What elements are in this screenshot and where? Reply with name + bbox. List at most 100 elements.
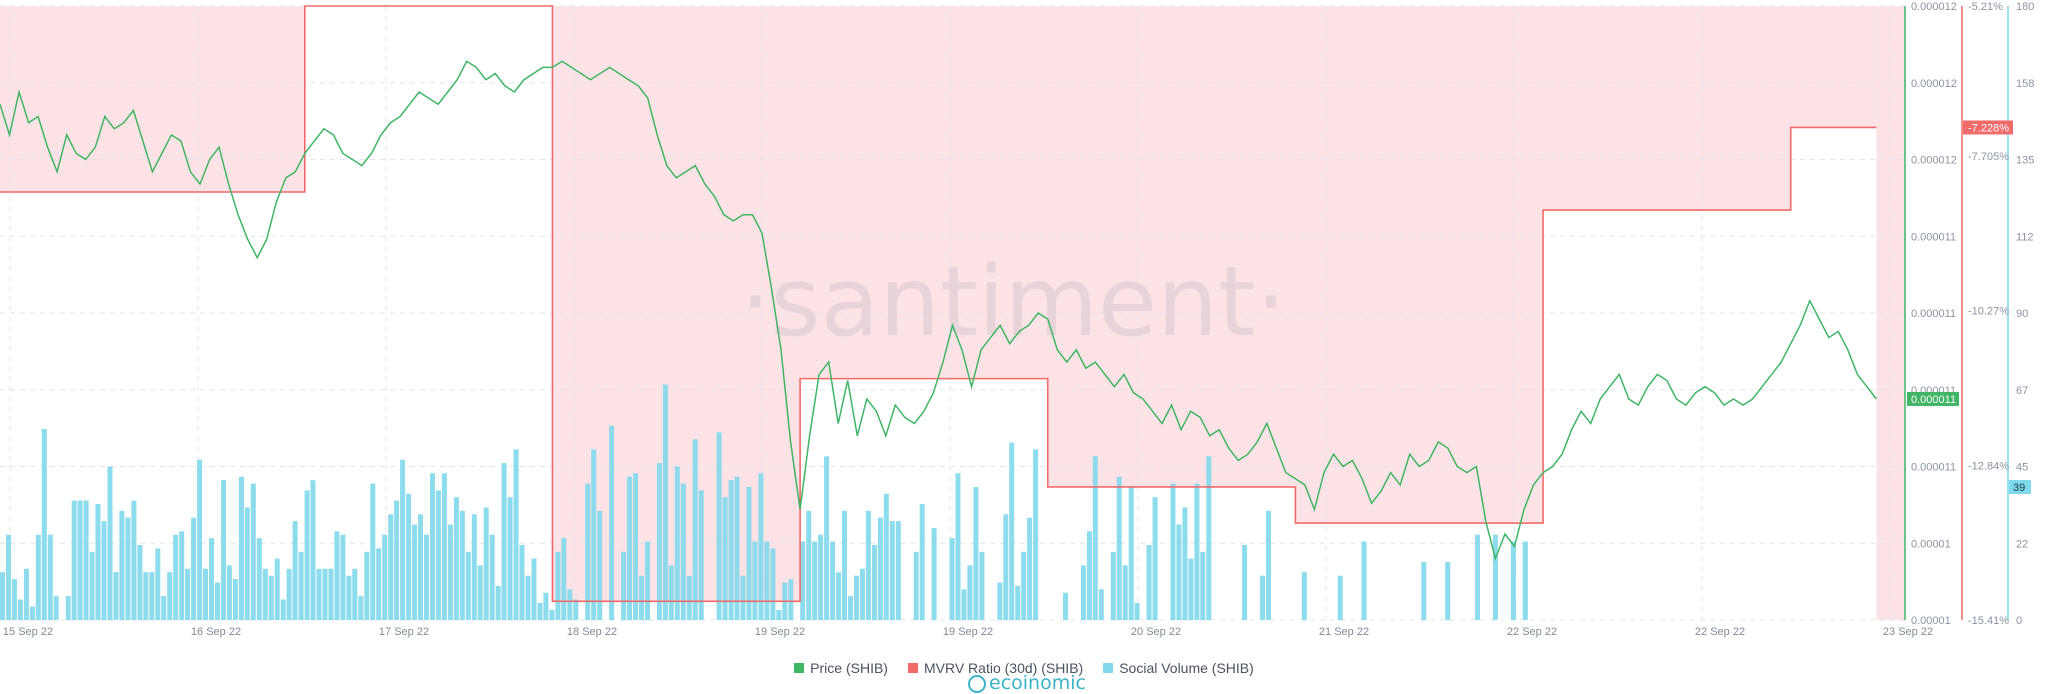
volume-bar bbox=[597, 510, 603, 620]
volume-bar bbox=[997, 582, 1003, 620]
volume-bar bbox=[633, 473, 638, 620]
mvrv-tick: -5.21% bbox=[1968, 1, 2003, 13]
volume-bar bbox=[1200, 551, 1206, 620]
volume-bar bbox=[591, 449, 597, 620]
price-current-tag bbox=[1907, 391, 1959, 406]
mvrv-current-tag bbox=[1963, 120, 2013, 135]
volume-bar bbox=[1301, 572, 1307, 620]
volume-bar bbox=[621, 551, 627, 620]
volume-bar bbox=[280, 599, 286, 620]
volume-bar bbox=[483, 507, 489, 620]
social-tick: 22 bbox=[2016, 538, 2028, 550]
volume-bar bbox=[1116, 476, 1122, 620]
volume-bar bbox=[1475, 534, 1480, 620]
volume-bar bbox=[238, 476, 244, 620]
social-volume-bars bbox=[0, 384, 1528, 620]
legend-swatch bbox=[907, 663, 918, 673]
volume-bar bbox=[274, 558, 280, 620]
volume-bar bbox=[573, 599, 579, 620]
volume-bar bbox=[639, 575, 644, 620]
volume-bar bbox=[949, 538, 955, 620]
volume-bar bbox=[471, 514, 477, 620]
volume-bar bbox=[525, 575, 531, 620]
volume-bar bbox=[1080, 565, 1086, 620]
credit-logo: ecoinomic bbox=[968, 672, 1086, 694]
volume-bar bbox=[686, 575, 692, 620]
volume-bar bbox=[716, 432, 722, 620]
volume-bar bbox=[1086, 531, 1092, 620]
volume-bar bbox=[298, 551, 304, 620]
volume-bar bbox=[543, 592, 549, 620]
volume-bar bbox=[674, 466, 680, 620]
legend-item[interactable]: Price (SHIB) bbox=[794, 660, 888, 676]
volume-bar bbox=[1134, 602, 1140, 620]
volume-bar bbox=[35, 534, 41, 620]
volume-bar bbox=[1098, 589, 1104, 620]
volume-bar bbox=[71, 500, 77, 620]
x-tick: 19 Sep 22 bbox=[755, 626, 805, 638]
volume-bar bbox=[1152, 497, 1158, 620]
volume-bar bbox=[424, 534, 429, 620]
x-tick: 15 Sep 22 bbox=[3, 626, 53, 638]
volume-bar bbox=[29, 606, 35, 620]
volume-bar bbox=[453, 497, 459, 620]
volume-bar bbox=[203, 568, 208, 620]
volume-bar bbox=[322, 568, 328, 620]
volume-bar bbox=[836, 572, 842, 620]
volume-bar bbox=[955, 473, 961, 620]
volume-bar bbox=[83, 500, 89, 620]
volume-bar bbox=[1266, 510, 1271, 620]
price-tick: 0.000011 bbox=[1911, 231, 1956, 243]
volume-bar bbox=[1033, 449, 1039, 620]
volume-bar bbox=[465, 551, 471, 620]
volume-bar bbox=[149, 572, 155, 620]
volume-bar bbox=[459, 510, 465, 620]
volume-bar bbox=[41, 429, 47, 620]
volume-bar bbox=[334, 531, 340, 620]
volume-bar bbox=[1188, 558, 1194, 620]
volume-bar bbox=[328, 568, 334, 620]
price-tick: 0.00001 bbox=[1911, 615, 1951, 627]
volume-bar bbox=[806, 510, 812, 620]
volume-bar bbox=[441, 473, 447, 620]
volume-bar bbox=[221, 480, 226, 620]
legend-item[interactable]: Social Volume (SHIB) bbox=[1103, 660, 1254, 676]
social-tick: 135 bbox=[2016, 155, 2034, 167]
volume-bar bbox=[770, 548, 776, 620]
volume-bar bbox=[477, 565, 483, 620]
volume-bar bbox=[65, 596, 71, 620]
volume-bar bbox=[412, 524, 418, 620]
mvrv-line bbox=[0, 5, 1877, 603]
volume-bar bbox=[1027, 517, 1033, 620]
volume-bar bbox=[776, 609, 782, 620]
volume-bar bbox=[400, 459, 406, 620]
volume-bar bbox=[119, 510, 125, 620]
social-current-tag bbox=[2009, 479, 2031, 494]
volume-bar bbox=[406, 493, 412, 620]
volume-bar bbox=[101, 521, 107, 620]
volume-bar bbox=[185, 568, 191, 620]
volume-bar bbox=[728, 480, 734, 620]
volume-bar bbox=[179, 531, 185, 620]
volume-bar bbox=[11, 579, 17, 620]
volume-bar bbox=[734, 476, 740, 620]
legend-item[interactable]: MVRV Ratio (30d) (SHIB) bbox=[907, 660, 1083, 676]
volume-bar bbox=[1206, 456, 1212, 620]
volume-bar bbox=[973, 487, 979, 620]
social-tick: 67 bbox=[2016, 385, 2028, 397]
volume-bar bbox=[388, 514, 394, 620]
volume-bar bbox=[131, 500, 137, 620]
volume-bar bbox=[842, 510, 847, 620]
volume-bar bbox=[752, 541, 758, 620]
volume-bar bbox=[1445, 562, 1451, 620]
volume-bar bbox=[364, 551, 370, 620]
volume-bar bbox=[382, 534, 388, 620]
volume-bar bbox=[53, 596, 59, 620]
x-tick: 21 Sep 22 bbox=[1319, 626, 1369, 638]
volume-bar bbox=[352, 568, 358, 620]
mvrv-shade bbox=[0, 6, 1877, 602]
mvrv-step-path bbox=[0, 5, 1877, 603]
volume-bar bbox=[125, 517, 131, 620]
volume-bar bbox=[250, 483, 256, 620]
volume-bar bbox=[17, 599, 23, 620]
